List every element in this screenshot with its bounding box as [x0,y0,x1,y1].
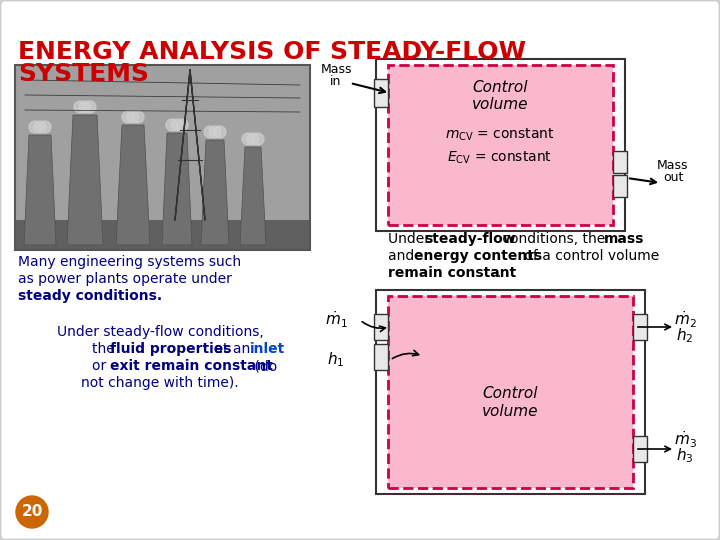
Text: $h_2$: $h_2$ [676,327,693,346]
Circle shape [122,111,134,123]
Text: as power plants operate under: as power plants operate under [18,272,232,286]
Text: $\dot{m}_3$: $\dot{m}_3$ [673,430,696,450]
Text: remain constant: remain constant [388,266,516,280]
Text: steady conditions.: steady conditions. [18,289,162,303]
FancyBboxPatch shape [15,65,310,250]
Text: Mass: Mass [320,63,352,76]
Text: Many engineering systems such: Many engineering systems such [18,255,241,269]
Text: not change with time).: not change with time). [81,376,239,390]
Text: $h_1$: $h_1$ [328,350,345,369]
Text: energy contents: energy contents [414,249,542,263]
Circle shape [247,133,259,145]
Text: Control: Control [472,80,528,95]
Circle shape [79,101,91,113]
Text: and: and [388,249,418,263]
Text: at an: at an [210,342,255,356]
Circle shape [171,119,183,131]
Text: volume: volume [482,404,539,420]
Circle shape [209,126,221,138]
Circle shape [34,121,46,133]
Text: .: . [496,266,500,280]
Text: exit remain constant: exit remain constant [110,359,273,373]
Text: Control: Control [482,386,538,401]
Text: in: in [330,75,342,88]
FancyBboxPatch shape [15,220,310,250]
Text: $E_\mathrm{CV}$ = constant: $E_\mathrm{CV}$ = constant [447,150,552,166]
FancyBboxPatch shape [388,296,633,488]
Text: $h_3$: $h_3$ [676,447,694,465]
FancyBboxPatch shape [374,79,388,107]
Text: steady-flow: steady-flow [424,232,516,246]
Text: Under: Under [388,232,434,246]
FancyBboxPatch shape [613,151,627,173]
Text: $\dot{m}_1$: $\dot{m}_1$ [325,309,347,330]
Text: conditions, the: conditions, the [498,232,610,246]
Text: mass: mass [604,232,644,246]
Polygon shape [116,125,150,245]
Circle shape [84,101,96,113]
Text: or: or [92,359,111,373]
Polygon shape [24,135,56,245]
Circle shape [39,121,51,133]
Polygon shape [201,140,229,245]
Text: inlet: inlet [250,342,285,356]
Text: Mass: Mass [657,159,689,172]
Text: (do: (do [250,359,277,373]
Circle shape [74,101,86,113]
Circle shape [176,119,188,131]
Text: $m_\mathrm{CV}$ = constant: $m_\mathrm{CV}$ = constant [445,127,555,144]
Circle shape [242,133,254,145]
Text: fluid properties: fluid properties [110,342,232,356]
Text: SYSTEMS: SYSTEMS [18,62,149,86]
FancyBboxPatch shape [633,314,647,340]
Polygon shape [162,133,192,245]
FancyBboxPatch shape [374,344,388,370]
Text: ENERGY ANALYSIS OF STEADY-FLOW: ENERGY ANALYSIS OF STEADY-FLOW [18,40,526,64]
Circle shape [252,133,264,145]
Circle shape [29,121,41,133]
FancyBboxPatch shape [374,314,388,340]
Text: Under steady-flow conditions,: Under steady-flow conditions, [57,325,264,339]
Circle shape [132,111,144,123]
Circle shape [204,126,216,138]
Circle shape [214,126,226,138]
Text: of a control volume: of a control volume [520,249,660,263]
Text: 20: 20 [22,504,42,519]
Circle shape [166,119,178,131]
Text: the: the [92,342,119,356]
Polygon shape [67,115,103,245]
Polygon shape [240,147,266,245]
FancyBboxPatch shape [613,175,627,197]
Text: $\dot{m}_2$: $\dot{m}_2$ [674,309,696,330]
Circle shape [127,111,139,123]
FancyBboxPatch shape [633,436,647,462]
FancyBboxPatch shape [388,65,613,225]
Text: out: out [663,171,683,184]
Circle shape [16,496,48,528]
Text: volume: volume [472,97,528,112]
